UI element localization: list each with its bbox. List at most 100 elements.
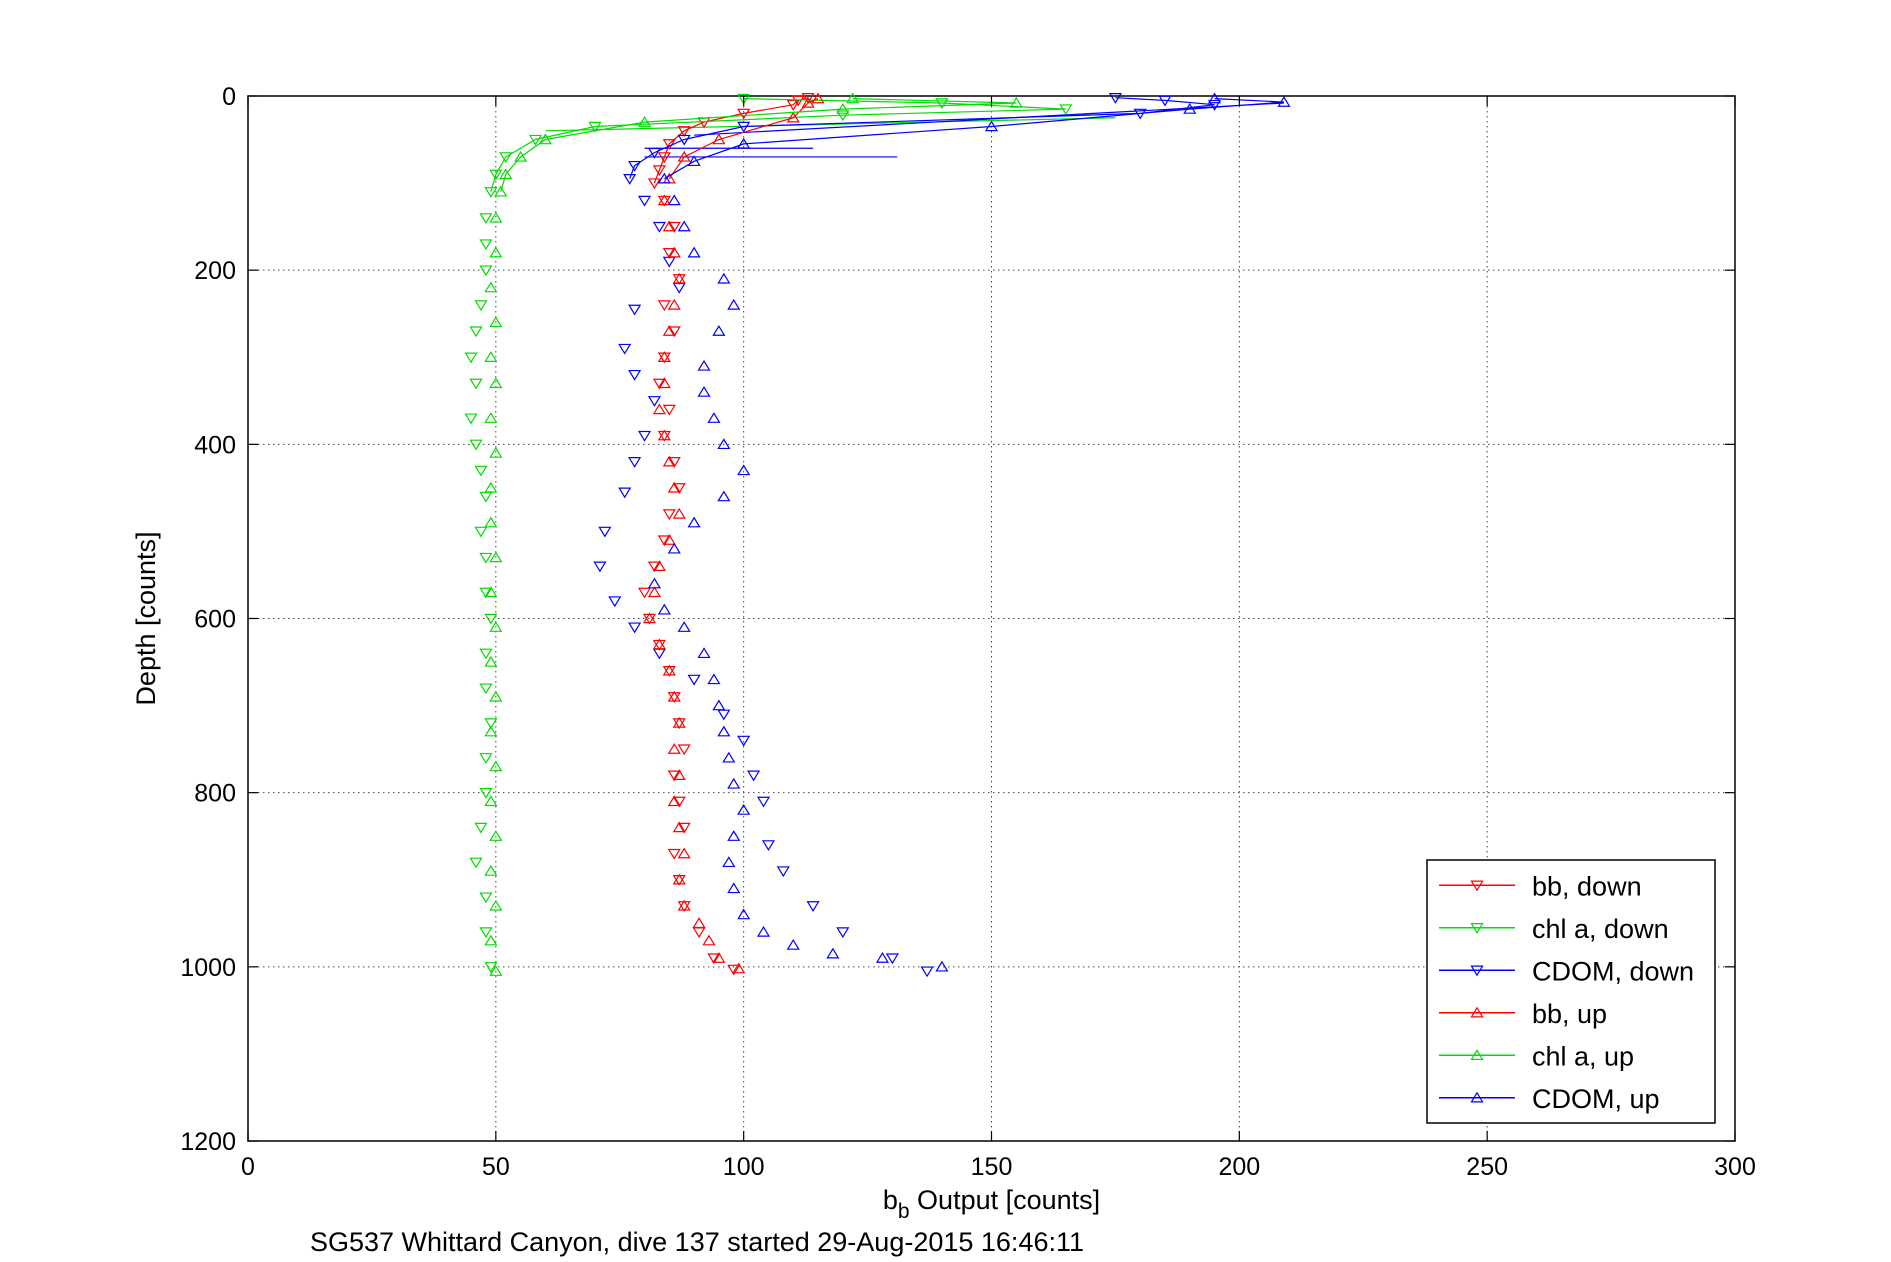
bb-down-point xyxy=(662,509,676,521)
chl-a-down-point xyxy=(464,413,478,425)
chl-a-down-point xyxy=(474,465,488,477)
x-tick-label: 250 xyxy=(1466,1153,1508,1181)
chl-a-down-point xyxy=(528,134,543,146)
legend-label: chl a, up xyxy=(1532,1041,1634,1071)
legend-item-cdom-down: CDOM, down xyxy=(1439,956,1694,986)
cdom-up-point xyxy=(697,359,711,371)
chl-a-down-point xyxy=(935,98,949,110)
chl-a-up-point xyxy=(489,246,503,258)
bb-down-point xyxy=(667,457,681,468)
bb-up-point xyxy=(662,664,676,676)
chl-a-up-point xyxy=(538,133,552,145)
bb-up-point xyxy=(667,481,681,493)
bb-up-point xyxy=(657,351,671,362)
chl-a-down-point xyxy=(469,326,483,338)
cdom-up-point xyxy=(717,725,731,737)
chl-a-up-point xyxy=(489,377,503,389)
chl-a-up-point xyxy=(846,92,860,104)
bb-up-point xyxy=(667,246,681,258)
chl-a-down-point xyxy=(464,352,478,364)
cdom-up-point xyxy=(677,220,691,232)
cdom-up-point xyxy=(737,137,751,149)
bb-up-point xyxy=(672,272,686,284)
chl-a-down-point xyxy=(479,213,493,225)
chl-a-up-point xyxy=(489,446,503,458)
chl-a-down-point xyxy=(469,439,483,451)
chl-a-up-point xyxy=(489,316,503,328)
y-tick-label: 400 xyxy=(194,431,236,459)
cdom-down-point xyxy=(647,147,662,159)
cdom-up-point xyxy=(707,673,721,685)
chl-a-up-point xyxy=(484,281,498,293)
chl-a-up-point xyxy=(484,725,498,737)
bb-up-point xyxy=(667,743,681,754)
chl-a-down-point xyxy=(1059,104,1073,116)
legend-marker xyxy=(1470,1006,1484,1018)
bb-up-point xyxy=(677,847,691,859)
series-chl-a-down xyxy=(464,93,1073,973)
cdom-down-point xyxy=(747,770,761,782)
cdom-down-point xyxy=(628,622,642,634)
legend-marker xyxy=(1470,1091,1484,1103)
bb-up-point xyxy=(667,795,681,807)
chl-a-down-point xyxy=(479,927,493,939)
bb-up-point xyxy=(712,952,726,963)
chl-a-down-point xyxy=(479,552,493,564)
bb-down-point xyxy=(667,326,681,338)
series-cdom-up xyxy=(647,92,1291,972)
cdom-down-point xyxy=(776,866,790,878)
cdom-down-point xyxy=(737,735,751,747)
legend-item-cdom-up: CDOM, up xyxy=(1439,1084,1660,1114)
bb-up-point xyxy=(652,638,666,650)
chl-a-up-point xyxy=(489,760,503,772)
bb-up-point xyxy=(672,507,686,519)
cdom-up-point xyxy=(935,960,949,972)
legend-box xyxy=(1426,859,1716,1124)
bb-down-point xyxy=(677,126,691,137)
bb-down-point xyxy=(647,178,662,190)
cdom-up-point xyxy=(722,751,736,763)
chl-a-down-point xyxy=(469,857,483,869)
y-tick-label: 600 xyxy=(194,606,236,634)
chl-a-up-point xyxy=(489,690,503,702)
bb-down-point xyxy=(667,770,681,782)
x-tick-label: 100 xyxy=(723,1153,765,1181)
legend-label: CDOM, down xyxy=(1532,956,1694,986)
legend-label: bb, up xyxy=(1532,999,1607,1029)
bb-down-point xyxy=(657,300,671,312)
bb-up-point xyxy=(677,899,691,911)
cdom-up-point xyxy=(712,699,726,711)
chl-a-up-point xyxy=(484,934,498,946)
x-tick-label: 0 xyxy=(241,1153,255,1181)
chl-a-down-point xyxy=(588,121,602,133)
bb-up-point xyxy=(702,934,716,946)
bb-up-point xyxy=(662,325,676,336)
cdom-down-point xyxy=(628,304,642,316)
chl-a-up-point xyxy=(489,830,503,841)
bb-down-point xyxy=(657,152,671,164)
legend-marker xyxy=(1470,1049,1484,1060)
axis-ticks: 0 50 100 150 200 250 300 0 200 400 600 800 1000 1200 xyxy=(180,83,1755,1181)
legend-marker xyxy=(1470,965,1484,977)
cdom-down-point xyxy=(623,174,637,185)
chl-a-down-point xyxy=(836,110,850,122)
bb-up-point xyxy=(657,194,671,206)
cdom-down-point xyxy=(598,526,612,538)
bb-down-point xyxy=(786,99,800,111)
bb-up-point xyxy=(642,612,657,624)
cdom-up-point xyxy=(657,172,671,184)
cdom-up-point xyxy=(737,803,751,815)
bb-up-point xyxy=(672,821,686,833)
bb-up-point xyxy=(732,962,746,974)
chl-a-down-point xyxy=(479,892,493,904)
cdom-up-point xyxy=(667,194,681,206)
cdom-down-point xyxy=(885,953,899,965)
chl-a-up-point xyxy=(484,351,498,362)
legend-marker xyxy=(1470,880,1484,892)
bb-up-point xyxy=(652,403,666,415)
bb-down-point xyxy=(662,248,676,259)
chl-a-up-point xyxy=(484,795,498,807)
cdom-down-point xyxy=(1108,93,1122,104)
bb-up-point xyxy=(677,150,691,162)
figure-caption: SG537 Whittard Canyon, dive 137 started … xyxy=(310,1227,1084,1257)
